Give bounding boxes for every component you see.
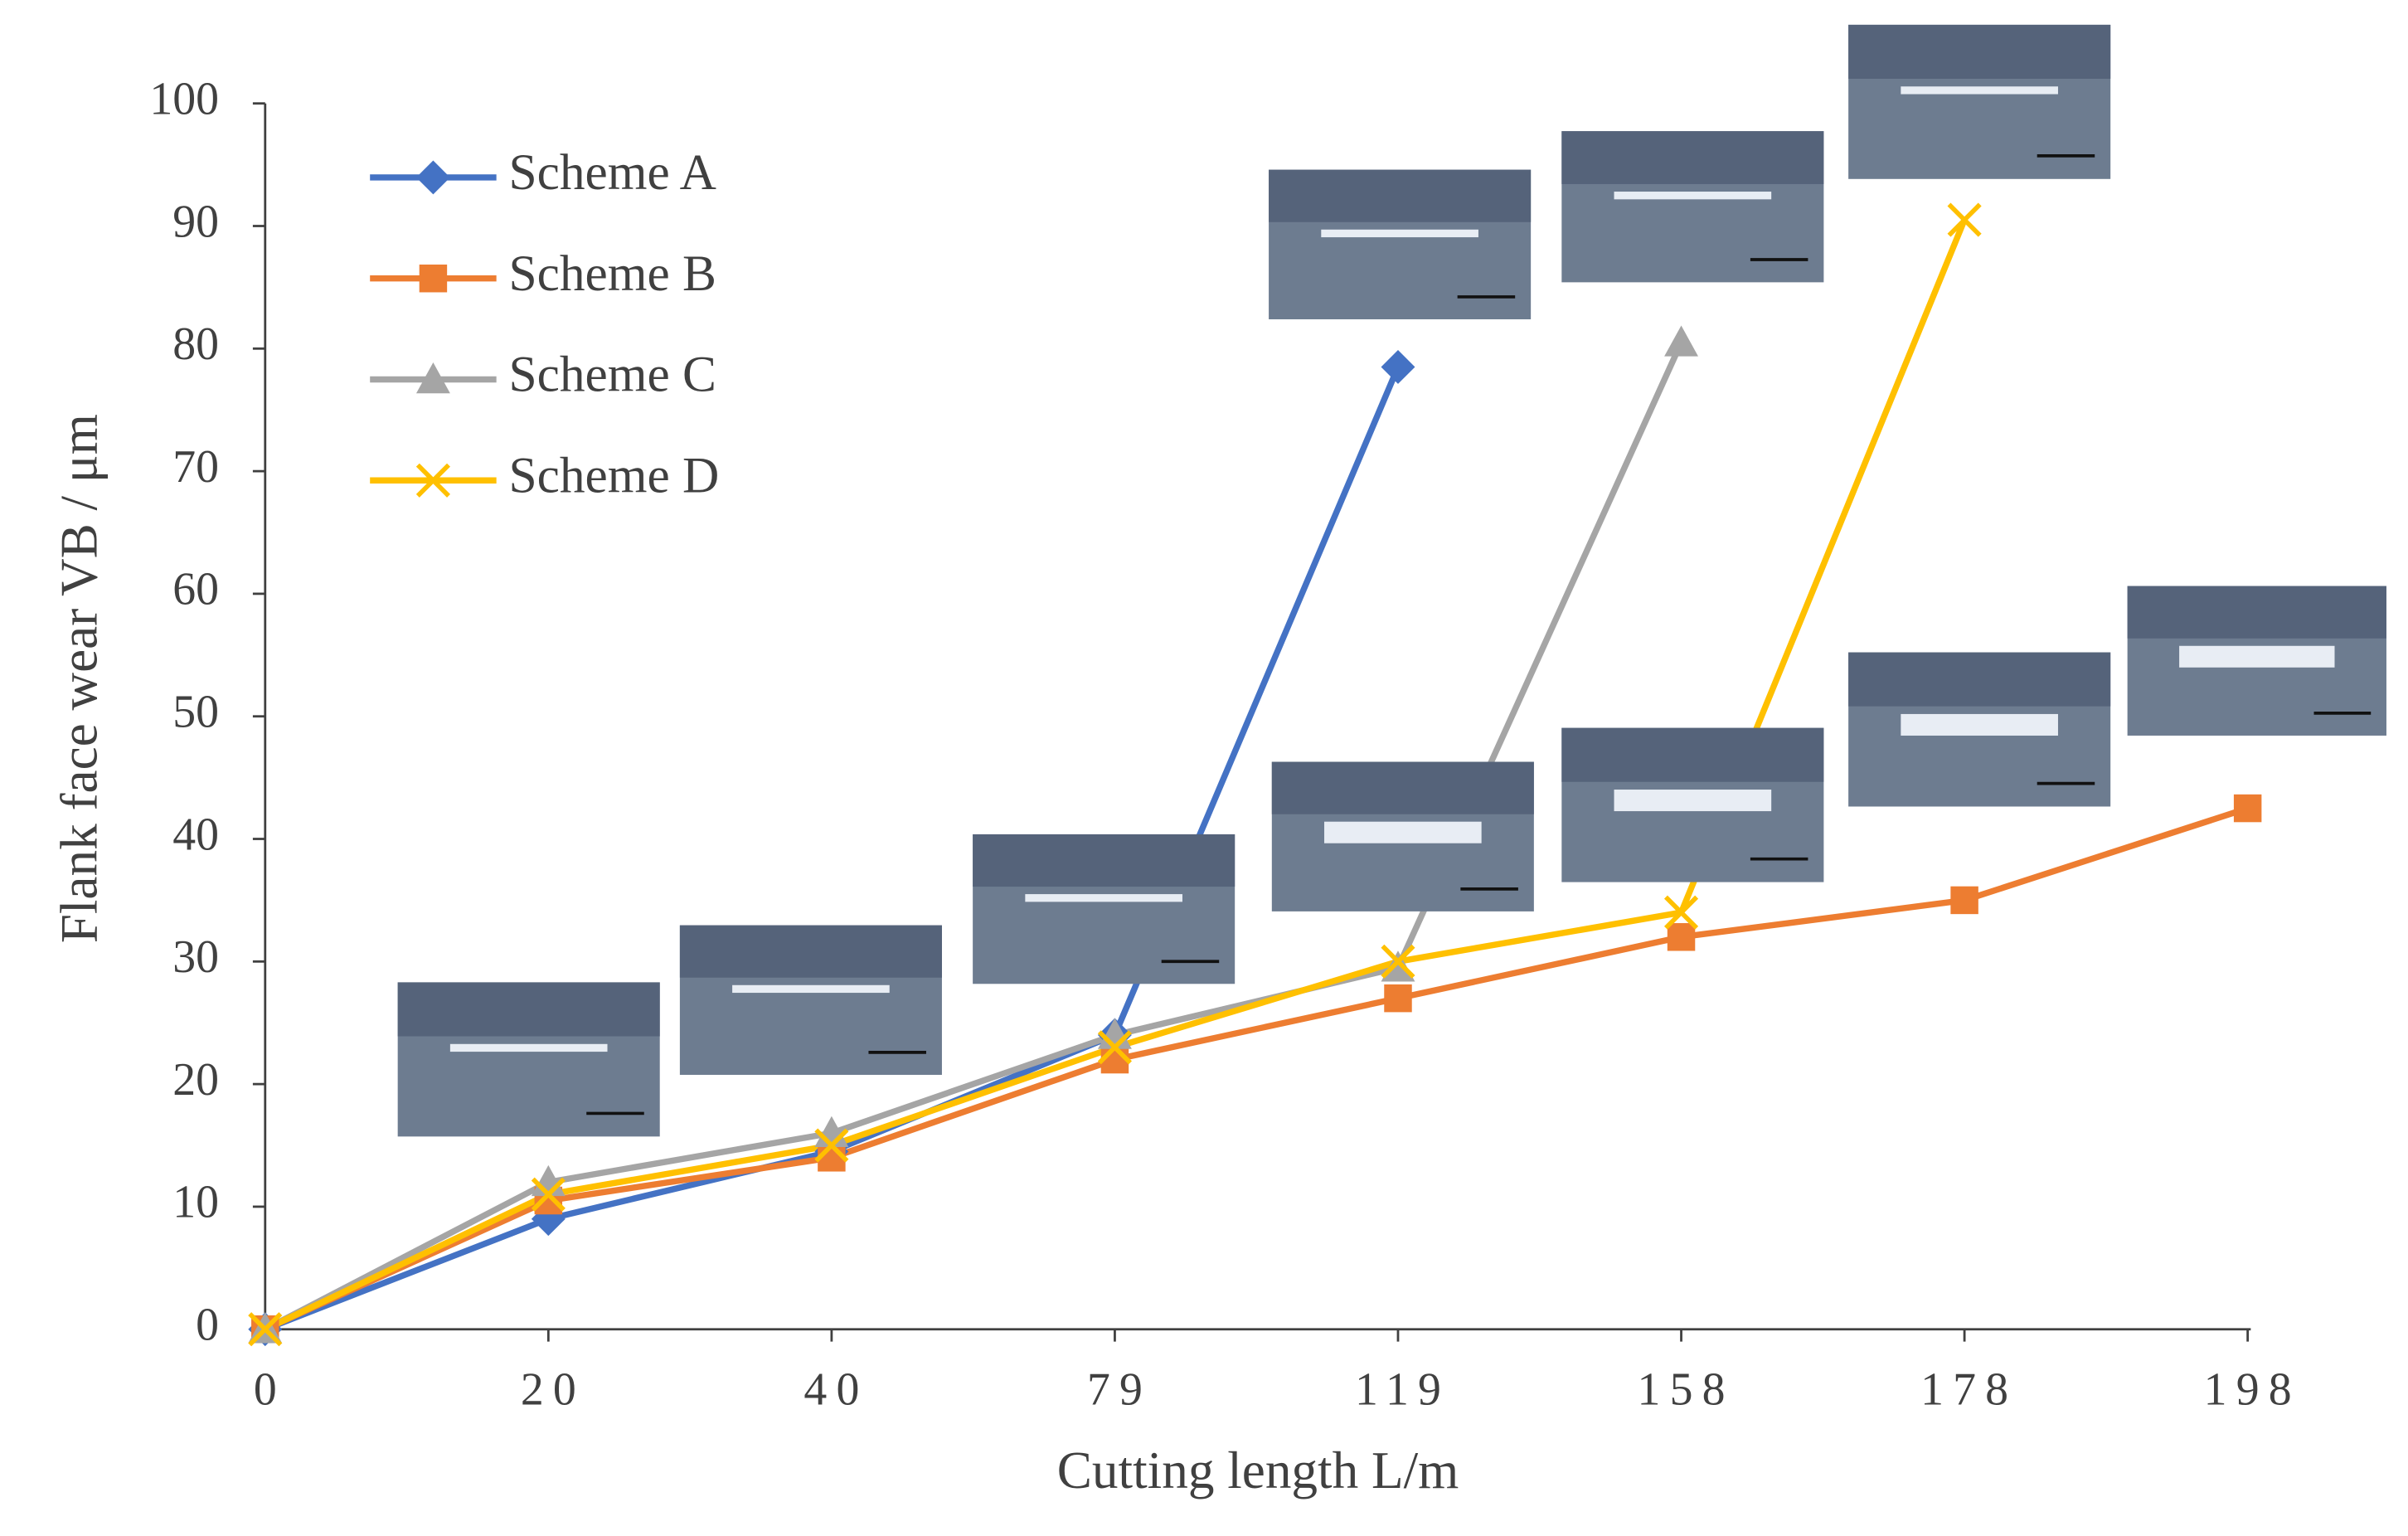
micrograph-shade	[1271, 761, 1534, 814]
wear-band	[1614, 790, 1772, 812]
marker	[415, 463, 450, 498]
legend-label: Scheme D	[509, 447, 720, 503]
x-tick-label: 119	[1355, 1364, 1450, 1416]
legend-label: Scheme C	[509, 347, 716, 403]
x-tick-label: 198	[2204, 1364, 2301, 1416]
marker	[248, 1312, 283, 1347]
wear-band	[1901, 713, 2058, 736]
marker	[415, 362, 450, 394]
wear-band	[1614, 192, 1772, 200]
wear-band	[1324, 821, 1482, 843]
y-tick-label: 90	[172, 196, 219, 247]
x-tick-label: 0	[254, 1364, 286, 1416]
micrograph-shade	[1848, 24, 2111, 79]
y-tick-label: 30	[172, 931, 219, 983]
y-tick-label: 50	[172, 687, 219, 738]
marker	[1381, 944, 1415, 979]
marker	[814, 1128, 849, 1163]
micrograph-shade	[1561, 727, 1824, 782]
x-tick-label: 20	[521, 1364, 585, 1416]
micrograph-shade	[397, 982, 660, 1037]
x-tick-label: 79	[1087, 1364, 1152, 1416]
wear-band	[1901, 86, 2058, 95]
wear-band	[1025, 894, 1182, 902]
wear-band	[449, 1043, 608, 1052]
marker	[1381, 350, 1415, 384]
x-axis-label: Cutting length L/m	[1057, 1441, 1459, 1500]
wear-band	[2179, 645, 2335, 668]
marker	[1384, 984, 1412, 1013]
x-tick-label: 40	[803, 1364, 868, 1416]
wear-band	[732, 984, 890, 994]
marker	[1947, 202, 1982, 237]
marker	[419, 264, 448, 293]
y-tick-label: 10	[172, 1177, 219, 1228]
marker	[1950, 886, 1978, 915]
wear-band	[1321, 229, 1478, 238]
micrograph-shade	[2127, 586, 2386, 639]
marker	[2233, 794, 2262, 823]
legend-label: Scheme B	[509, 245, 716, 302]
micrograph-shade	[1269, 169, 1532, 222]
legend-label: Scheme A	[509, 144, 716, 201]
marker	[1667, 923, 1696, 951]
marker	[1097, 1030, 1132, 1065]
marker	[1381, 950, 1415, 982]
micrograph-shade	[1561, 131, 1824, 184]
x-tick-label: 178	[1920, 1364, 2017, 1416]
marker	[531, 1177, 566, 1212]
micrograph-shade	[679, 925, 942, 978]
y-tick-label: 80	[172, 318, 219, 370]
y-tick-label: 40	[172, 809, 219, 860]
marker	[1664, 325, 1698, 357]
micrograph-shade	[1848, 652, 2111, 707]
y-tick-label: 100	[149, 74, 219, 125]
micrograph-shade	[973, 834, 1236, 887]
y-axis-label: Flank face wear VB / μm	[51, 414, 109, 943]
y-tick-label: 0	[196, 1300, 219, 1351]
marker	[415, 160, 450, 195]
y-tick-label: 70	[172, 441, 219, 493]
y-tick-label: 20	[172, 1054, 219, 1106]
x-tick-label: 158	[1638, 1364, 1735, 1416]
series-line	[264, 805, 2249, 1333]
marker	[1663, 895, 1699, 930]
y-tick-label: 60	[172, 564, 219, 615]
